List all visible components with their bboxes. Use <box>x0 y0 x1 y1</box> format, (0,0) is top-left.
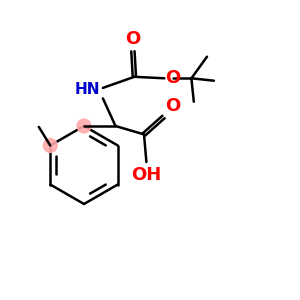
Circle shape <box>43 139 57 152</box>
Text: O: O <box>125 30 140 48</box>
Text: HN: HN <box>75 82 100 97</box>
Text: O: O <box>165 97 181 115</box>
Text: O: O <box>165 69 181 87</box>
Circle shape <box>77 119 91 133</box>
Text: OH: OH <box>131 166 161 184</box>
